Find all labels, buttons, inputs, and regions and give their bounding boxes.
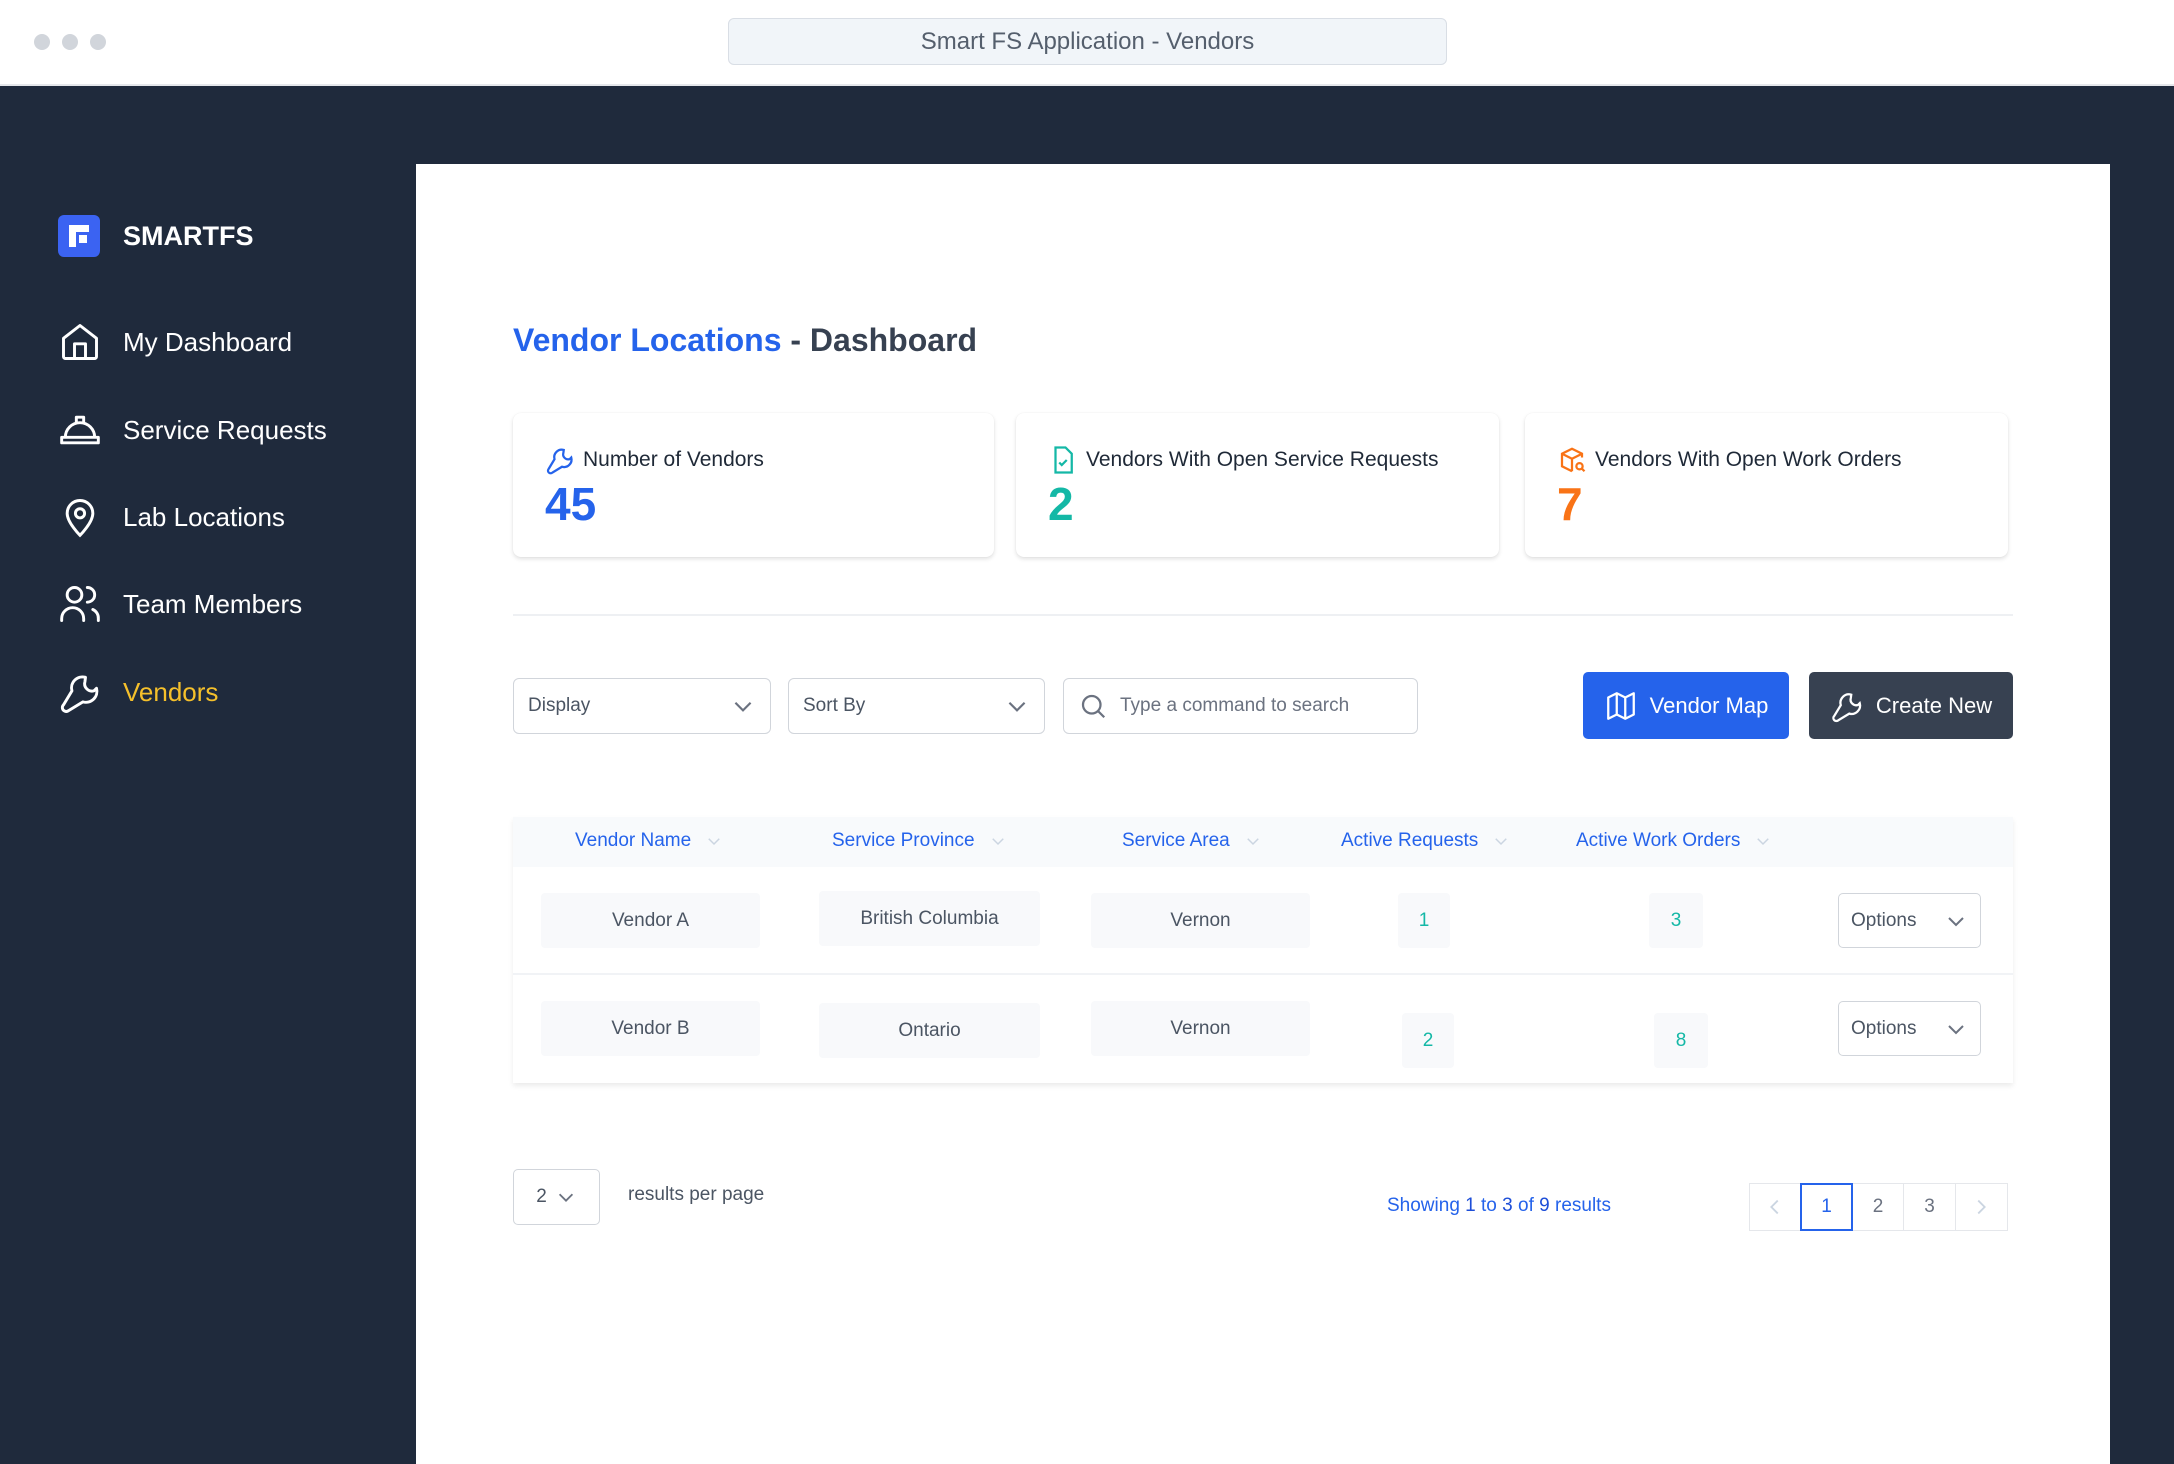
sidebar-item-team-members[interactable]: Team Members: [58, 579, 302, 629]
document-check-icon: [1054, 446, 1073, 474]
chevron-down-icon: [558, 1193, 573, 1202]
search-box[interactable]: [1063, 678, 1418, 734]
sort-label: Sort By: [803, 695, 866, 716]
brand-logo: [58, 215, 100, 257]
page-title: Vendor Locations - Dashboard: [513, 322, 977, 359]
cell-active-work-orders: 3: [1649, 893, 1703, 948]
sidebar-item-lab-locations[interactable]: Lab Locations: [58, 492, 285, 542]
package-search-icon: [1560, 447, 1586, 473]
sidebar-item-label: Service Requests: [123, 414, 327, 445]
cell-vendor-name: Vendor A: [541, 893, 760, 948]
brand-name: SMARTFS: [123, 221, 254, 251]
chevron-down-icon: [1246, 838, 1259, 846]
create-new-button[interactable]: Create New: [1809, 672, 2013, 739]
page-title-highlight: Vendor Locations: [513, 322, 782, 358]
cell-service-province: Ontario: [819, 1003, 1040, 1058]
sort-by-dropdown[interactable]: Sort By: [788, 678, 1045, 734]
search-icon: [1081, 694, 1106, 719]
vendors-table: Vendor Name Service Province Service Are…: [513, 817, 2013, 1083]
main-panel: [416, 164, 2110, 1464]
map-pin-icon: [65, 499, 95, 538]
chevron-down-icon: [1757, 838, 1770, 846]
column-header-service-area[interactable]: Service Area: [1122, 830, 1262, 852]
row-options-dropdown[interactable]: Options: [1838, 1001, 1981, 1056]
table-row: Vendor B Ontario Vernon 2 8 Options: [513, 975, 2013, 1083]
column-header-vendor-name[interactable]: Vendor Name: [575, 830, 723, 852]
stat-label: Vendors With Open Work Orders: [1595, 448, 1902, 471]
column-header-service-province[interactable]: Service Province: [832, 830, 1007, 852]
section-divider: [513, 614, 2013, 616]
chevron-right-icon: [1977, 1199, 1986, 1215]
cell-service-area: Vernon: [1091, 1001, 1310, 1056]
display-label: Display: [528, 695, 591, 716]
page-button-3[interactable]: 3: [1903, 1183, 1956, 1231]
stat-value: 2: [1048, 478, 1074, 530]
window-titlebar: Smart FS Application - Vendors: [0, 0, 2174, 86]
chevron-left-icon: [1770, 1199, 1779, 1215]
window-title: Smart FS Application - Vendors: [728, 18, 1447, 65]
chevron-down-icon: [1008, 701, 1026, 712]
sidebar-item-label: Lab Locations: [123, 501, 285, 532]
column-header-active-work-orders[interactable]: Active Work Orders: [1576, 830, 1772, 852]
chevron-down-icon: [991, 838, 1004, 846]
sidebar-item-vendors[interactable]: Vendors: [58, 667, 218, 717]
chevron-down-icon: [708, 838, 720, 846]
vendor-map-button[interactable]: Vendor Map: [1583, 672, 1789, 739]
cell-service-area: Vernon: [1091, 893, 1310, 948]
next-page-button[interactable]: [1954, 1183, 2008, 1231]
chevron-down-icon: [1948, 916, 1964, 926]
chevron-down-icon: [734, 701, 752, 712]
stat-value: 7: [1557, 478, 1583, 530]
create-new-label: Create New: [1875, 692, 1993, 718]
sidebar-item-service-requests[interactable]: Service Requests: [58, 405, 327, 455]
table-header: Vendor Name Service Province Service Are…: [513, 817, 2013, 867]
stat-label: Number of Vendors: [583, 448, 764, 471]
stat-label: Vendors With Open Service Requests: [1086, 448, 1439, 471]
sidebar-item-label: Team Members: [123, 588, 303, 619]
vendor-map-label: Vendor Map: [1649, 692, 1769, 718]
page-button-1[interactable]: 1: [1800, 1183, 1853, 1231]
window-minimize-dot[interactable]: [62, 34, 78, 50]
per-page-dropdown[interactable]: 2: [513, 1169, 600, 1225]
sidebar-item-label: My Dashboard: [123, 326, 293, 357]
chevron-down-icon: [1495, 838, 1508, 846]
wrench-icon: [1832, 692, 1862, 722]
cell-active-requests: 2: [1402, 1013, 1454, 1068]
cell-service-province: British Columbia: [819, 891, 1040, 946]
chevron-down-icon: [1948, 1024, 1964, 1034]
cell-active-requests: 1: [1398, 893, 1450, 948]
previous-page-button[interactable]: [1748, 1183, 1802, 1231]
stat-card-open-work-orders: Vendors With Open Work Orders 7: [1525, 413, 2008, 557]
cell-active-work-orders: 8: [1654, 1013, 1708, 1068]
hard-hat-icon: [60, 415, 100, 445]
wrench-icon: [60, 675, 99, 713]
cell-vendor-name: Vendor B: [541, 1001, 760, 1056]
map-icon: [1606, 691, 1635, 720]
stat-value: 45: [545, 478, 597, 530]
window-close-dot[interactable]: [34, 34, 50, 50]
sidebar-item-label: Vendors: [123, 676, 219, 707]
window-maximize-dot[interactable]: [90, 34, 106, 50]
page-title-rest: - Dashboard: [781, 322, 978, 358]
stat-card-open-service-requests: Vendors With Open Service Requests 2: [1016, 413, 1499, 557]
stat-card-number-of-vendors: Number of Vendors 45: [513, 413, 994, 557]
users-icon: [60, 586, 100, 622]
per-page-label: results per page: [628, 1184, 765, 1205]
column-header-active-requests[interactable]: Active Requests: [1341, 830, 1510, 852]
search-input[interactable]: [1120, 695, 1400, 717]
sidebar-item-my-dashboard[interactable]: My Dashboard: [58, 317, 292, 367]
wrench-icon: [546, 448, 573, 475]
pagination: 1 2 3: [1748, 1183, 2008, 1231]
results-summary: Showing 1 to 3 of 9 results: [1387, 1195, 1611, 1216]
page-button-2[interactable]: 2: [1851, 1183, 1905, 1231]
table-row: Vendor A British Columbia Vernon 1 3 Opt…: [513, 867, 2013, 975]
home-icon: [62, 324, 98, 360]
row-options-dropdown[interactable]: Options: [1838, 893, 1981, 948]
display-dropdown[interactable]: Display: [513, 678, 771, 734]
